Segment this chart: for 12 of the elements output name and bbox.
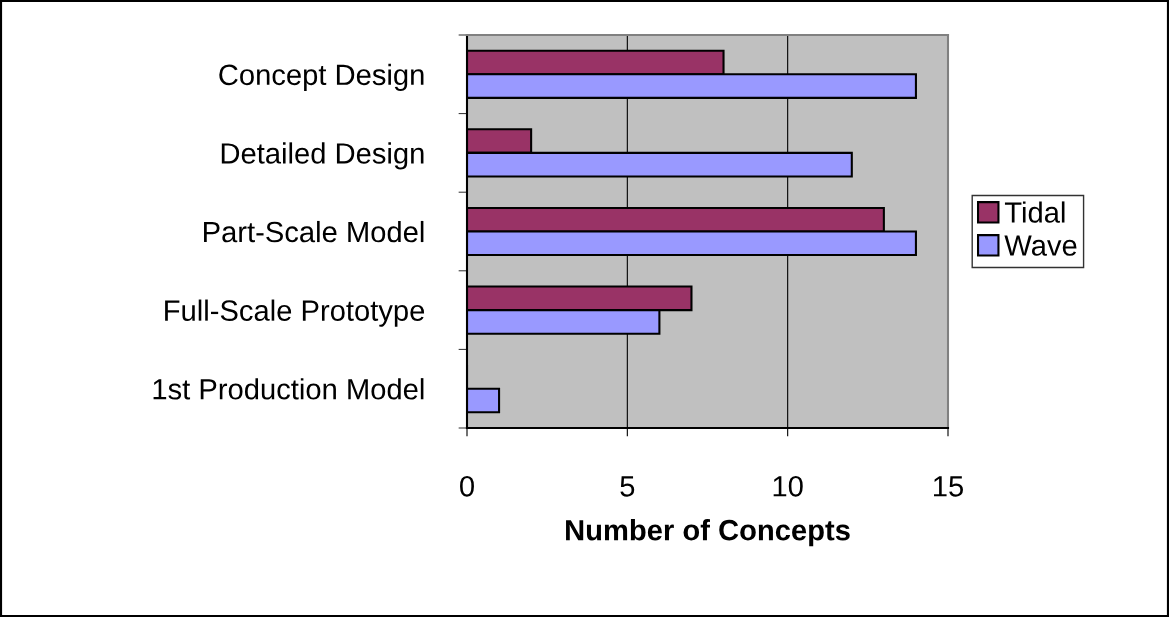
legend-label: Tidal xyxy=(1004,201,1065,223)
y-tick-label: Part-Scale Model xyxy=(204,220,424,243)
x-tick-label: 5 xyxy=(620,476,635,497)
y-tick-label: Concept Design xyxy=(219,63,424,91)
x-tick-label: 10 xyxy=(773,475,803,497)
y-tick-label: Detailed Design xyxy=(221,142,424,170)
x-tick-label: 0 xyxy=(460,475,474,497)
y-tick-label: 1st Production Model xyxy=(153,378,424,400)
legend-label: Wave xyxy=(1004,235,1077,256)
x-tick-label: 15 xyxy=(934,476,963,497)
y-tick-label: Full-Scale Prototype xyxy=(165,299,425,327)
x-axis-title: Number of Concepts xyxy=(566,519,850,547)
